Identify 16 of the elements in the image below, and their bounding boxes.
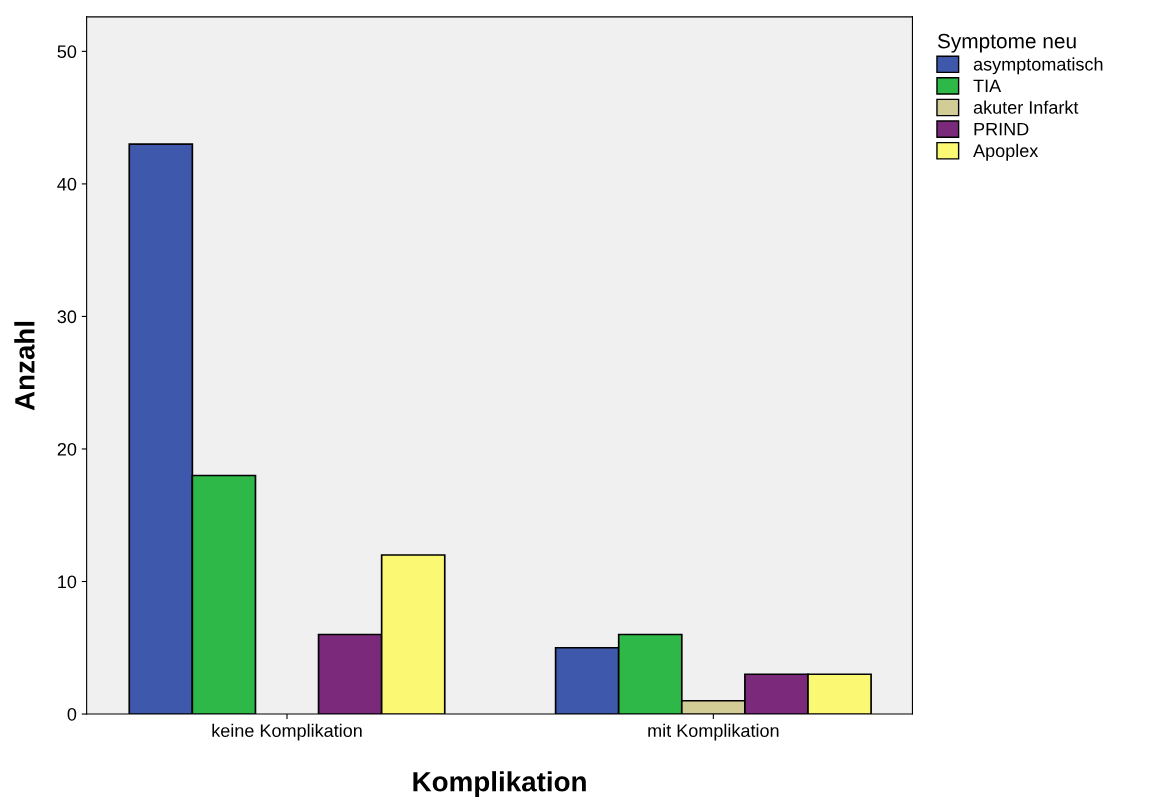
y-tick-label: 50 — [57, 45, 77, 59]
legend-label: asymptomatisch — [973, 57, 1103, 75]
y-tick-label: 10 — [58, 575, 77, 589]
legend-label: akuter Infarkt — [973, 100, 1079, 114]
y-tick-label: 0 — [67, 707, 77, 721]
x-tick-label: keine Komplikation — [212, 723, 362, 741]
legend-label: PRIND — [974, 122, 1029, 136]
x-tick-label: mit Komplikation — [648, 723, 779, 741]
x-axis-title: Komplikation — [413, 771, 586, 798]
legend-label: Apoplex — [973, 143, 1039, 161]
legend-title: Symptome neu — [937, 33, 1076, 53]
y-axis-title: Anzahl — [14, 321, 35, 411]
y-tick-label: 20 — [57, 442, 77, 456]
y-tick-label: 30 — [57, 310, 77, 324]
legend-label: TIA — [973, 79, 1002, 93]
y-tick-label: 40 — [57, 177, 77, 191]
